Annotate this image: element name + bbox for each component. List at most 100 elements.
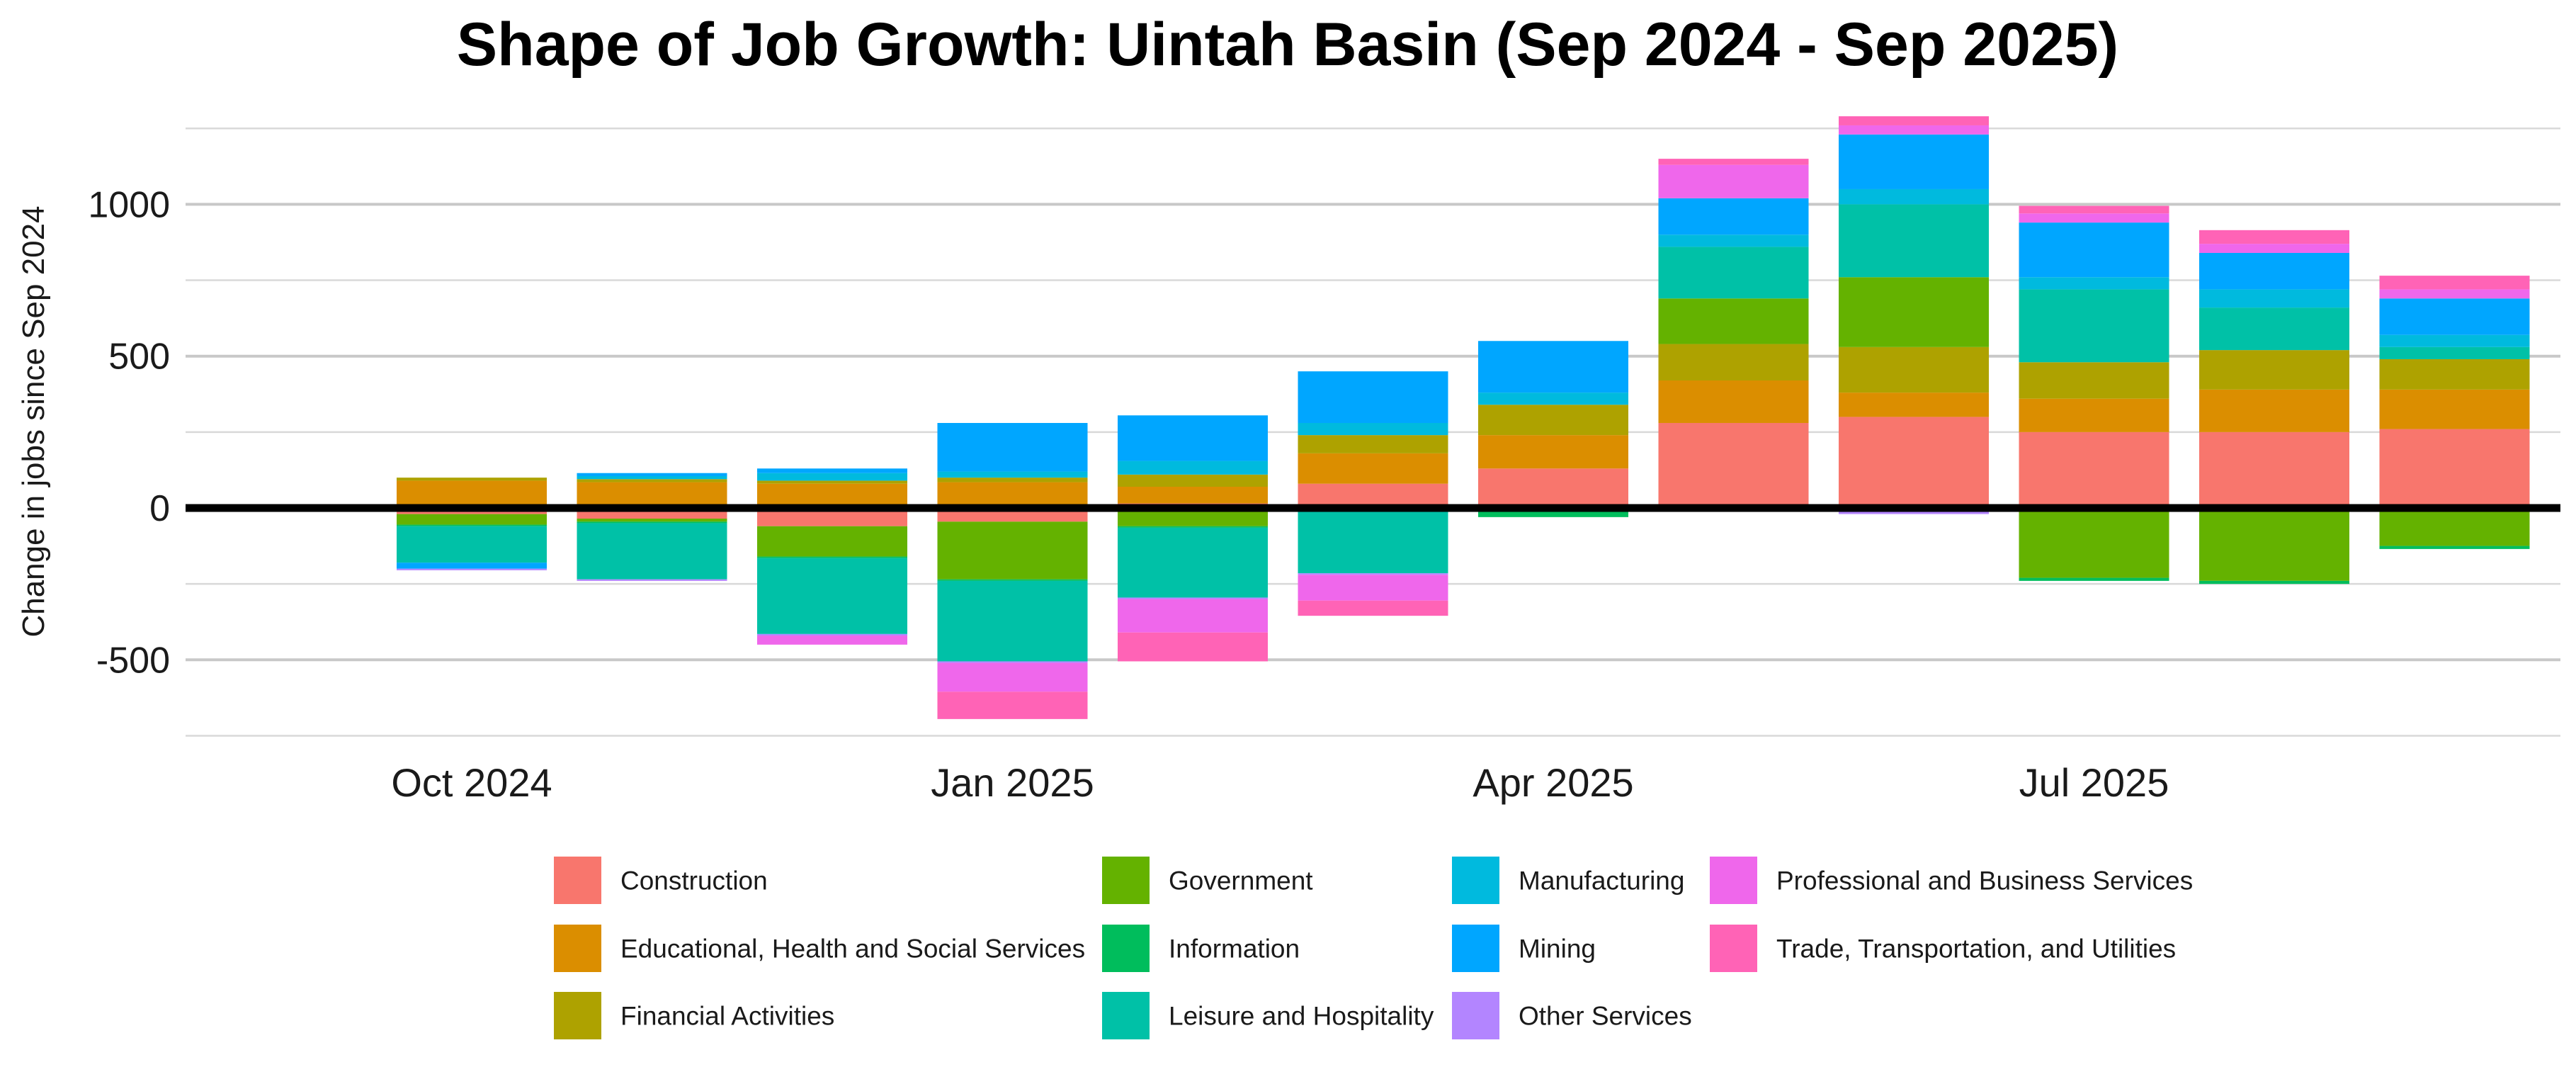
legend-label: Construction: [620, 866, 768, 896]
legend-swatch: [554, 925, 601, 972]
bar-segment: [1658, 159, 1809, 165]
bar-segment: [1658, 298, 1809, 344]
bar-segment: [937, 478, 1088, 482]
legend: Construction Educational, Health and Soci…: [554, 857, 2193, 1039]
bar-segment: [2019, 577, 2169, 581]
bar-segment: [1298, 600, 1448, 616]
bar-segment: [2379, 389, 2530, 429]
bar-segment: [1118, 486, 1268, 504]
bar-segment: [1839, 204, 1989, 278]
legend-item: Construction: [554, 857, 768, 904]
bar-segment: [2379, 289, 2530, 299]
y-axis-label: Change in jobs since Sep 2024: [16, 205, 51, 637]
bar-segment: [2379, 546, 2530, 549]
legend-swatch: [554, 992, 601, 1039]
bar-segment: [1658, 198, 1809, 235]
legend-label: Government: [1169, 866, 1313, 896]
bar-segment: [2379, 429, 2530, 508]
x-tick-label: Oct 2024: [391, 760, 552, 805]
legend-item: Information: [1102, 925, 1300, 972]
bar-segment: [397, 478, 547, 481]
bar-segment: [2199, 230, 2349, 244]
legend-label: Other Services: [1519, 1002, 1692, 1031]
bar-segment: [1839, 188, 1989, 205]
y-tick-label: 500: [108, 337, 170, 378]
legend-label: Trade, Transportation, and Utilities: [1776, 935, 2176, 964]
bar-segment: [2199, 244, 2349, 253]
bar-segment: [2019, 222, 2169, 278]
y-tick-label: 0: [149, 488, 170, 529]
bar-segment: [757, 556, 907, 558]
bar-segment: [1118, 474, 1268, 487]
bar-segment: [2199, 252, 2349, 290]
bar-segment: [397, 568, 547, 570]
bar-segment: [1298, 573, 1448, 575]
bar-segment: [2019, 277, 2169, 290]
bar-segment: [577, 521, 727, 524]
bar-segment: [1298, 422, 1448, 436]
legend-swatch: [554, 857, 601, 904]
bar-segment: [577, 579, 727, 581]
bar-segment: [2019, 205, 2169, 214]
legend-swatch: [1102, 992, 1150, 1039]
bar-segment: [1658, 422, 1809, 508]
bar-segment: [757, 483, 907, 508]
legend-label: Manufacturing: [1519, 866, 1684, 896]
bar-segment: [2379, 359, 2530, 390]
bar-segment: [1658, 235, 1809, 247]
bar-segment: [1658, 247, 1809, 299]
bar-segment: [1658, 164, 1809, 198]
bar-segment: [1478, 393, 1628, 405]
bar-segment: [1839, 393, 1989, 417]
bar-segment: [1658, 380, 1809, 423]
bar-segment: [937, 691, 1088, 719]
bar-segment: [2379, 334, 2530, 347]
bar-segment: [577, 523, 727, 580]
bar-segment: [2019, 289, 2169, 363]
bar-segment: [2019, 508, 2169, 578]
bar-segment: [2379, 346, 2530, 359]
bar-segment: [757, 636, 907, 645]
bar-segment: [937, 579, 1088, 581]
legend-swatch: [1102, 857, 1150, 904]
bar-segment: [2199, 508, 2349, 581]
bar-segment: [577, 473, 727, 476]
bar-segment: [937, 422, 1088, 472]
bar-segment: [1298, 509, 1448, 574]
bar-segment: [397, 563, 547, 569]
bar-segment: [1298, 371, 1448, 423]
bar-segment: [937, 482, 1088, 508]
bar-layer: [397, 116, 2530, 719]
bar-segment: [2379, 298, 2530, 335]
bar-segment: [1118, 527, 1268, 598]
legend-label: Educational, Health and Social Services: [620, 935, 1085, 964]
bar-segment: [577, 482, 727, 508]
bar-segment: [1658, 344, 1809, 380]
bar-segment: [2199, 350, 2349, 390]
bar-segment: [757, 480, 907, 484]
legend-swatch: [1710, 925, 1757, 972]
bar-segment: [1298, 453, 1448, 484]
bar-segment: [1118, 599, 1268, 633]
bar-segment: [1839, 346, 1989, 393]
bar-segment: [2199, 580, 2349, 585]
bar-segment: [2379, 508, 2530, 546]
bar-segment: [577, 475, 727, 480]
bar-segment: [1118, 597, 1268, 599]
legend-item: Professional and Business Services: [1710, 857, 2193, 904]
bar-segment: [1118, 526, 1268, 528]
legend-item: Financial Activities: [554, 992, 834, 1039]
bar-segment: [1839, 116, 1989, 125]
legend-label: Professional and Business Services: [1776, 866, 2193, 896]
bar-segment: [1478, 435, 1628, 469]
bar-segment: [757, 468, 907, 473]
bar-segment: [1839, 277, 1989, 347]
bar-segment: [757, 633, 907, 636]
bar-segment: [1118, 415, 1268, 461]
bar-segment: [937, 580, 1088, 662]
bar-segment: [937, 521, 1088, 580]
bar-segment: [577, 519, 727, 522]
bar-segment: [757, 526, 907, 557]
